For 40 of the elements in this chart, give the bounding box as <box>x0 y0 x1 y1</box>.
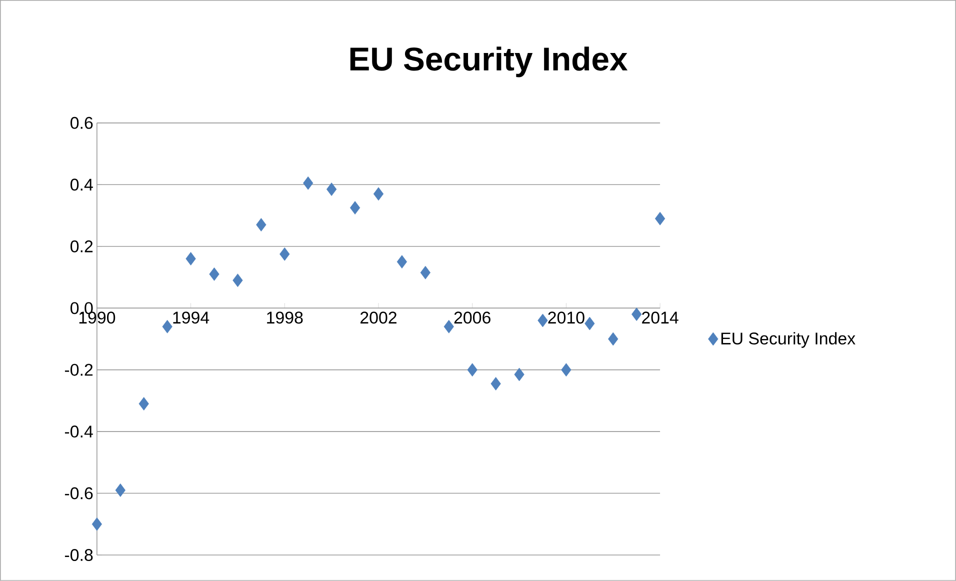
point <box>303 176 314 190</box>
point <box>350 201 360 215</box>
point <box>420 266 430 280</box>
x-tick-label: 1998 <box>267 312 303 324</box>
y-tick-label: -0.2 <box>64 364 93 376</box>
y-tick-label: 0.4 <box>70 178 93 191</box>
legend-label: EU Security Index <box>721 332 856 348</box>
point <box>138 397 149 411</box>
point <box>632 308 642 322</box>
point <box>162 320 172 334</box>
chart-title: EU Security Index <box>350 46 628 78</box>
x-tick-label: 2006 <box>454 312 490 324</box>
x-tick-label: 2014 <box>642 312 678 324</box>
y-tick-label: -0.4 <box>64 426 93 438</box>
point <box>232 274 243 288</box>
x-tick-label: 2002 <box>360 312 396 324</box>
y-tick-label: -0.6 <box>64 487 93 500</box>
x-tick-label: 2010 <box>548 312 584 324</box>
point <box>561 363 572 377</box>
point <box>538 314 548 328</box>
point <box>256 218 266 232</box>
point <box>280 247 290 261</box>
point <box>467 363 478 377</box>
point <box>396 255 408 269</box>
point <box>326 182 337 196</box>
point <box>514 368 524 382</box>
point <box>186 252 196 266</box>
x-tick-label: 1994 <box>173 312 210 324</box>
point <box>584 316 595 330</box>
point <box>654 212 666 226</box>
point <box>373 187 384 201</box>
point <box>92 517 102 531</box>
point <box>608 332 618 346</box>
y-tick-label: 0.6 <box>70 116 93 129</box>
point <box>444 320 454 334</box>
point <box>490 377 501 390</box>
y-tick-label: 0.2 <box>70 240 93 252</box>
point <box>209 267 220 281</box>
y-tick-label: -0.8 <box>64 549 93 562</box>
point <box>115 484 126 497</box>
